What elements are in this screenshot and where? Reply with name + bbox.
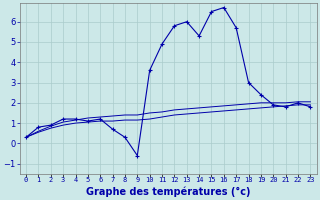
X-axis label: Graphe des températures (°c): Graphe des températures (°c) xyxy=(86,186,251,197)
